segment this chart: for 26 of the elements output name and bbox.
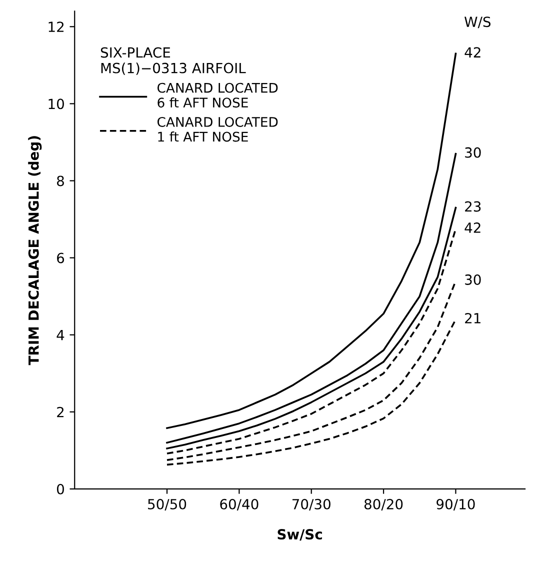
annotation: 30 <box>465 147 481 158</box>
legend-title: SIX-PLACE MS(1)−0313 AIRFOIL <box>100 47 246 75</box>
annotation: W/S <box>464 16 491 28</box>
x-tick-label: 50/50 <box>148 498 186 511</box>
legend-label: CANARD LOCATED 1 ft AFT NOSE <box>157 116 278 142</box>
y-axis-title: TRIM DECALAGE ANGLE (deg) <box>28 136 42 366</box>
x-tick-label: 60/40 <box>220 498 258 511</box>
y-tick-label: 4 <box>56 330 64 340</box>
annotation: 21 <box>465 312 480 324</box>
legend-label: CANARD LOCATED 6 ft AFT NOSE <box>157 82 278 108</box>
line-series <box>166 318 457 466</box>
annotation: 42 <box>464 222 480 233</box>
line-series <box>166 152 457 444</box>
annotation: 42 <box>464 47 480 58</box>
y-tick-label: 6 <box>57 252 64 264</box>
x-tick-label: 70/30 <box>292 498 330 511</box>
annotation: 23 <box>465 201 481 212</box>
y-tick-label: 0 <box>56 484 64 494</box>
x-axis-title: Sw/Sc <box>278 529 322 541</box>
y-tick-label: 10 <box>48 98 64 110</box>
y-tick-label: 2 <box>57 406 64 418</box>
y-tick-label: 12 <box>48 22 64 32</box>
x-tick-label: 80/20 <box>364 498 403 511</box>
annotation: 30 <box>465 274 481 285</box>
x-tick-label: 90/10 <box>436 498 475 511</box>
y-tick-label: 8 <box>57 176 64 186</box>
